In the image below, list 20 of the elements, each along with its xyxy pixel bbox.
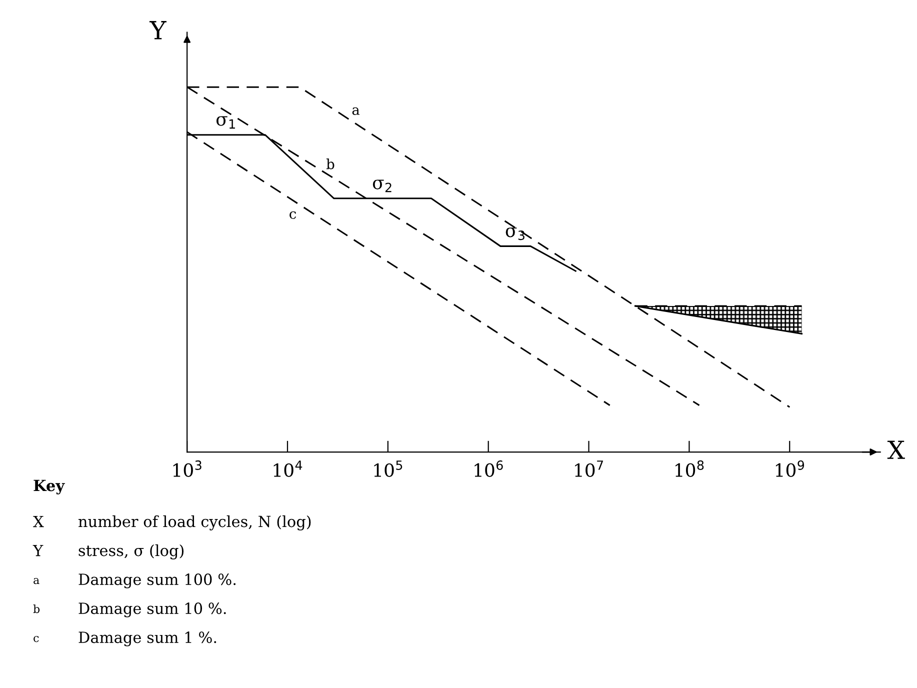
text: a Damage sum 100 %. [34,574,236,588]
x-tick-label: 10$^{4}$ [274,460,302,477]
x-tick-label: 10$^{8}$ [676,460,704,477]
x-tick-label: 10$^{6}$ [474,460,503,477]
series-label: a [352,107,360,115]
x-tick-label: 10$^{7}$ [575,460,603,477]
series-label: c [290,211,296,219]
text: X number of load cycles, N (log) [33,515,311,530]
x-axis-title: X [887,440,905,459]
y-axis-title: Y [149,21,166,40]
x-tick-label: 10$^{3}$ [173,460,202,477]
annotation: σ$_{1}$ [216,116,235,129]
x-tick-label: 10$^{9}$ [776,460,804,477]
x-tick-label: 10$^{5}$ [374,460,402,477]
text: b Damage sum 10 %. [33,602,226,618]
text: Key [34,480,65,494]
text: c Damage sum 1 %. [34,632,216,646]
text: Y stress, σ (log) [32,544,184,560]
series-label: b [326,158,334,170]
annotation: σ$_{2}$ [372,180,392,192]
